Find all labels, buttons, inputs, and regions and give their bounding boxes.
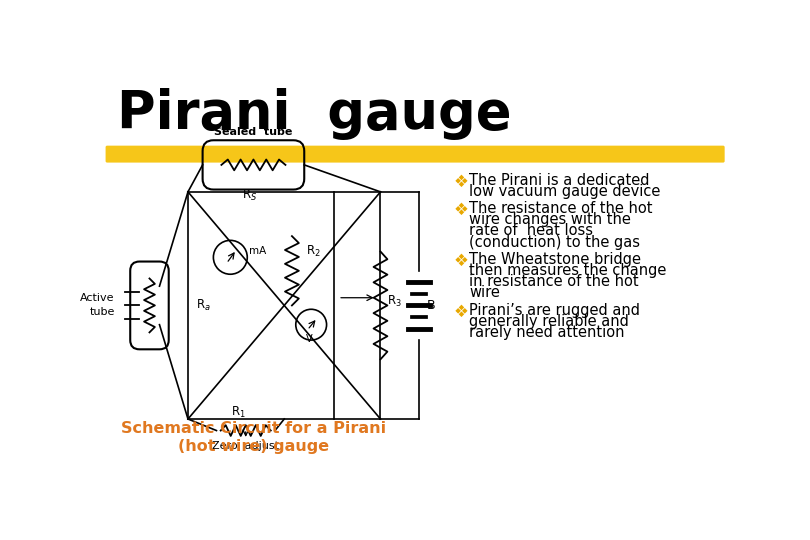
Text: Active: Active	[80, 293, 115, 303]
Text: wire: wire	[469, 286, 500, 300]
Text: wire changes with the: wire changes with the	[469, 212, 631, 227]
Text: mA: mA	[249, 246, 266, 256]
Text: B: B	[427, 299, 435, 312]
Text: R$_1$: R$_1$	[231, 404, 245, 420]
Text: The resistance of the hot: The resistance of the hot	[469, 201, 653, 216]
Text: ❖: ❖	[454, 173, 468, 191]
Text: low vacuum gauge device: low vacuum gauge device	[469, 184, 660, 199]
Text: Sealed  tube: Sealed tube	[214, 127, 292, 137]
Text: then measures the change: then measures the change	[469, 263, 667, 278]
Text: The Pirani is a dedicated: The Pirani is a dedicated	[469, 173, 650, 187]
Text: V: V	[306, 334, 313, 344]
Text: Schematic Circuit for a Pirani
(hot wire) gauge: Schematic Circuit for a Pirani (hot wire…	[121, 421, 386, 454]
FancyBboxPatch shape	[105, 146, 725, 163]
Text: Zero  adjust: Zero adjust	[212, 441, 279, 451]
Text: tube: tube	[89, 307, 115, 316]
Text: Pirani  gauge: Pirani gauge	[117, 88, 512, 140]
Text: generally reliable and: generally reliable and	[469, 314, 629, 329]
Text: rarely need attention: rarely need attention	[469, 325, 625, 340]
Text: The Wheatstone bridge: The Wheatstone bridge	[469, 252, 641, 267]
Text: ❖: ❖	[454, 252, 468, 270]
Text: Pirani’s are rugged and: Pirani’s are rugged and	[469, 303, 640, 318]
Text: ❖: ❖	[454, 303, 468, 321]
Text: R$_S$: R$_S$	[242, 188, 258, 203]
Text: R$_2$: R$_2$	[306, 244, 321, 259]
Text: R$_a$: R$_a$	[196, 298, 211, 313]
Text: R$_3$: R$_3$	[386, 294, 402, 309]
Text: in resistance of the hot: in resistance of the hot	[469, 274, 638, 289]
Text: (conduction) to the gas: (conduction) to the gas	[469, 234, 640, 249]
Text: ❖: ❖	[454, 201, 468, 219]
Text: rate of  heat loss: rate of heat loss	[469, 224, 593, 239]
